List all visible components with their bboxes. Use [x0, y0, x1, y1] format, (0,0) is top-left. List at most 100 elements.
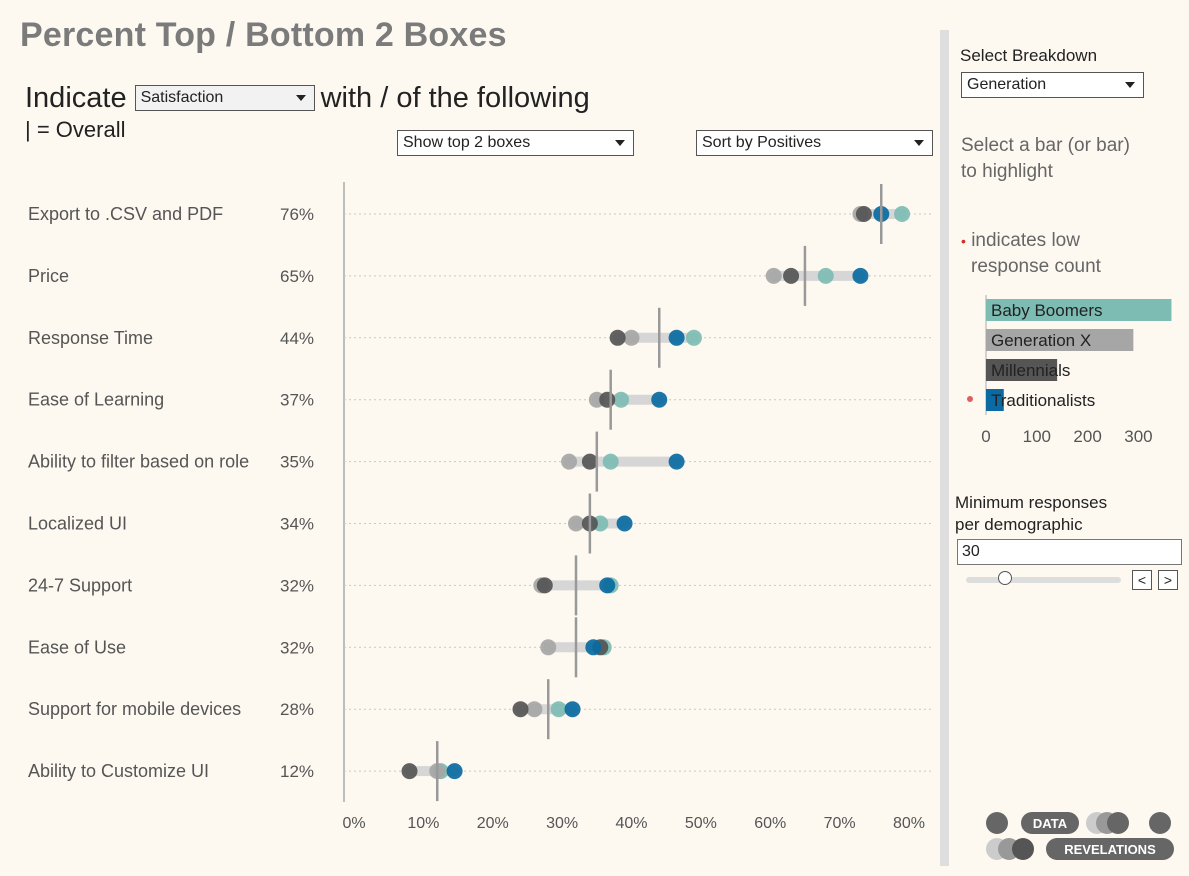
- min-responses-slider-track[interactable]: [966, 577, 1121, 583]
- min-responses-line2: per demographic: [955, 515, 1083, 534]
- low-count-line1: indicates low: [971, 230, 1080, 251]
- metric-dropdown-value: Satisfaction: [140, 89, 224, 106]
- row-label: 24-7 Support: [28, 575, 132, 595]
- dot-generation-x[interactable]: [623, 329, 640, 346]
- x-tick-label: 40%: [615, 815, 647, 832]
- row-overall-percent: 37%: [280, 391, 314, 410]
- x-tick-label: 10%: [407, 815, 439, 832]
- row-label: Export to .CSV and PDF: [28, 204, 223, 224]
- row-overall-percent: 44%: [280, 329, 314, 348]
- highlight-hint-line1: Select a bar (or bar): [961, 135, 1130, 156]
- sort-dropdown[interactable]: Sort by Positives: [696, 130, 933, 156]
- dot-traditionalists[interactable]: [564, 701, 581, 718]
- boxes-dropdown[interactable]: Show top 2 boxes: [397, 130, 634, 156]
- dot-millennials[interactable]: [581, 453, 598, 470]
- count-bar[interactable]: [986, 329, 1134, 351]
- prev-step-button[interactable]: <: [1132, 570, 1152, 590]
- row-overall-percent: 32%: [280, 576, 314, 595]
- dot-traditionalists[interactable]: [599, 577, 616, 594]
- dot-generation-x[interactable]: [765, 267, 782, 284]
- mini-x-tick-label: 300: [1124, 427, 1152, 446]
- x-tick-label: 20%: [477, 815, 509, 832]
- breakdown-label: Select Breakdown: [960, 46, 1098, 65]
- highlight-hint: Select a bar (or bar) to highlight: [961, 133, 1130, 185]
- count-bar[interactable]: [986, 359, 1058, 381]
- dot-baby-boomers[interactable]: [550, 701, 567, 718]
- highlight-hint-line2: to highlight: [961, 161, 1053, 182]
- dot-traditionalists[interactable]: [446, 763, 463, 780]
- breakdown-dropdown[interactable]: Generation: [961, 72, 1144, 98]
- x-tick-label: 80%: [893, 815, 925, 832]
- count-bar[interactable]: [986, 389, 1004, 411]
- dot-traditionalists[interactable]: [651, 391, 668, 408]
- logo-word-revelations: REVELATIONS: [1064, 842, 1156, 857]
- row-label: Ease of Learning: [28, 390, 164, 410]
- dot-generation-x[interactable]: [568, 515, 584, 532]
- dot-millennials[interactable]: [855, 206, 872, 222]
- row-label: Price: [28, 266, 69, 286]
- low-count-indicator-icon: [967, 396, 973, 402]
- dot-millennials[interactable]: [512, 701, 529, 718]
- boxes-dropdown-value: Show top 2 boxes: [403, 134, 531, 151]
- chevron-down-icon: [295, 95, 306, 101]
- dot-baby-boomers[interactable]: [894, 206, 911, 222]
- dot-baby-boomers[interactable]: [817, 267, 834, 284]
- mini-x-tick-label: 200: [1073, 427, 1101, 446]
- page-title: Percent Top / Bottom 2 Boxes: [20, 16, 507, 54]
- breakdown-dropdown-value: Generation: [967, 76, 1047, 93]
- dot-generation-x[interactable]: [540, 639, 557, 656]
- logo-circle: [986, 812, 1008, 834]
- chevron-down-icon: [615, 140, 625, 146]
- dot-baby-boomers[interactable]: [613, 391, 630, 408]
- count-bar-label: Traditionalists: [991, 391, 1095, 410]
- row-label: Ease of Use: [28, 637, 126, 657]
- dot-generation-x[interactable]: [561, 453, 578, 470]
- count-bar[interactable]: [986, 299, 1172, 321]
- dot-millennials[interactable]: [783, 267, 800, 284]
- x-tick-label: 0%: [342, 815, 365, 832]
- dot-plot-chart: Export to .CSV and PDF 76% Price 65% Respons…: [28, 182, 933, 832]
- response-count-bar-chart[interactable]: Baby Boomers Generation X Millennials Tradi…: [955, 290, 1180, 450]
- next-step-button[interactable]: >: [1158, 570, 1178, 590]
- dot-millennials[interactable]: [401, 763, 418, 780]
- indicate-prefix: Indicate: [25, 81, 127, 114]
- dot-baby-boomers[interactable]: [602, 453, 619, 470]
- low-count-note: • indicates low response count: [961, 228, 1101, 280]
- overall-legend-note: | = Overall: [25, 117, 126, 142]
- dot-millennials[interactable]: [599, 391, 616, 408]
- row-label: Ability to filter based on role: [28, 452, 249, 472]
- low-count-dot-icon: •: [961, 233, 966, 249]
- dot-traditionalists[interactable]: [668, 453, 685, 470]
- row-label: Response Time: [28, 328, 153, 348]
- chevron-down-icon: [1125, 82, 1135, 88]
- count-bar-label: Baby Boomers: [991, 301, 1103, 320]
- panel-divider: [940, 30, 949, 866]
- x-tick-label: 70%: [824, 815, 856, 832]
- dot-traditionalists[interactable]: [852, 267, 869, 284]
- min-responses-slider-thumb[interactable]: [998, 571, 1012, 585]
- dot-generation-x[interactable]: [526, 701, 543, 718]
- indicate-suffix: with / of the following: [320, 81, 590, 114]
- mini-x-tick-label: 0: [981, 427, 990, 446]
- logo-pill: [1021, 812, 1079, 834]
- row-label: Support for mobile devices: [28, 699, 241, 719]
- x-tick-label: 60%: [754, 815, 786, 832]
- metric-dropdown[interactable]: Satisfaction: [134, 85, 315, 111]
- row-overall-percent: 34%: [280, 515, 314, 534]
- min-responses-label: Minimum responses per demographic: [955, 492, 1107, 536]
- count-bar-label: Millennials: [991, 361, 1070, 380]
- row-overall-percent: 12%: [280, 762, 314, 781]
- count-bar-label: Generation X: [991, 331, 1091, 350]
- logo-word-data: DATA: [1033, 816, 1068, 831]
- sort-dropdown-value: Sort by Positives: [702, 134, 822, 151]
- dot-baby-boomers[interactable]: [685, 329, 702, 346]
- dot-millennials[interactable]: [609, 329, 626, 346]
- dot-traditionalists[interactable]: [585, 639, 602, 656]
- dot-traditionalists[interactable]: [616, 515, 633, 532]
- row-overall-percent: 32%: [280, 638, 314, 657]
- min-responses-input[interactable]: [957, 539, 1182, 565]
- dot-traditionalists[interactable]: [668, 329, 685, 346]
- dot-millennials[interactable]: [536, 577, 553, 594]
- row-overall-percent: 65%: [280, 267, 314, 286]
- logo-pill: [1046, 838, 1174, 860]
